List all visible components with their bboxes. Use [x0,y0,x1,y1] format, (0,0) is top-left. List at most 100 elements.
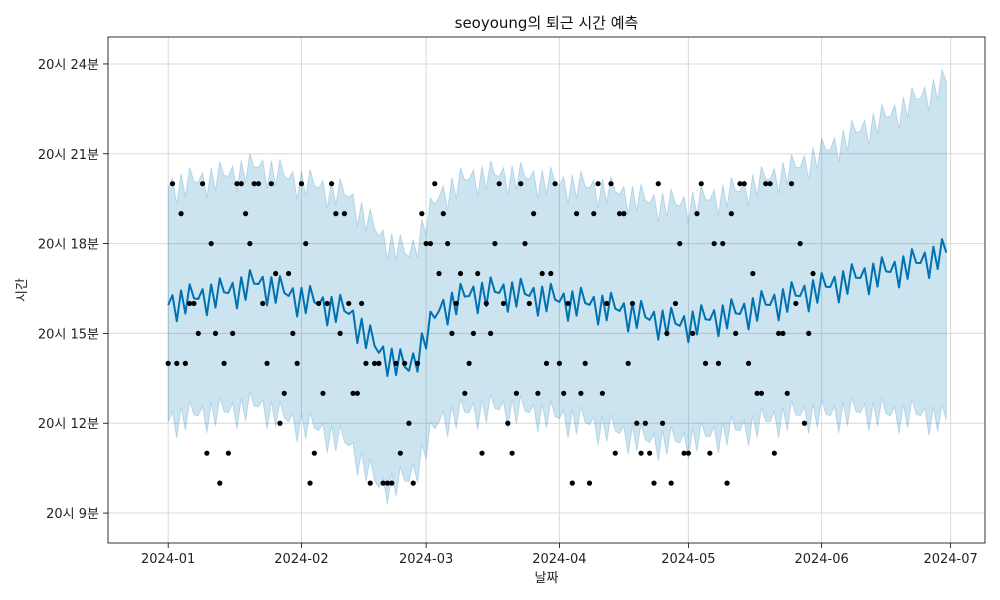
observed-point [298,181,305,187]
observed-point [629,300,636,307]
forecast-line [167,238,948,377]
observed-point [191,300,197,307]
observed-point [681,450,687,456]
observed-point [543,360,550,366]
observed-point [573,211,580,217]
observed-point [707,450,713,456]
observed-point [410,480,416,486]
observed-point [552,181,558,187]
observed-point [548,270,554,277]
observed-point [187,300,193,307]
observed-point [199,181,206,187]
observed-point [758,390,765,396]
observed-point [582,360,588,366]
observed-point [698,181,704,187]
observed-point [475,270,481,277]
observed-point [165,360,171,366]
y-tick-label: 20시 12분 [38,417,99,432]
observed-point [316,300,322,307]
observed-point [346,300,352,307]
observed-point [402,360,408,366]
observed-point [728,211,734,217]
observed-point [260,300,266,307]
confidence-interval-layer [167,69,947,504]
observed-point [604,300,610,307]
observed-point [376,360,382,366]
observed-point [453,300,459,307]
observed-point [715,360,722,366]
observed-point [324,300,330,307]
observed-point [221,360,227,366]
observed-point [599,390,605,396]
x-tick-label: 2024-03 [399,552,453,567]
observed-point [788,181,795,187]
observed-point [238,181,244,187]
observed-point [702,360,709,366]
observed-point [432,181,438,187]
observed-point [616,211,623,217]
observed-point [724,480,730,486]
observed-point [595,181,601,187]
observed-point [500,300,507,307]
observed-point [539,270,545,277]
x-tick-label: 2024-01 [141,552,195,567]
observed-point [311,450,317,456]
observed-point [169,181,176,187]
observed-point [488,330,494,337]
observed-point [711,240,717,247]
observed-point [427,240,434,247]
grid-layer [108,37,985,543]
observed-point [531,211,537,217]
y-axis-label: 시간 [15,278,30,302]
observed-point [389,480,395,486]
observed-point [380,480,386,486]
observed-point [685,450,691,456]
observed-point [212,330,219,337]
observed-point [518,181,524,187]
x-tick-layer: 2024-01 2024-02 2024-03 2024-04 2024-05 2024-… [141,543,978,567]
observed-point [647,450,653,456]
observed-point [273,270,279,277]
observed-point [492,240,498,247]
observed-point [509,450,515,456]
y-tick-label: 20시 9분 [46,507,99,522]
observed-point [526,300,532,307]
observed-point [625,360,631,366]
y-tick-label: 20시 18분 [38,238,99,253]
observed-point [268,181,274,187]
observed-point [638,450,644,456]
observed-point [733,330,739,337]
observed-point [591,211,597,217]
observed-point [505,420,511,426]
observed-point [320,390,326,396]
observed-point [664,330,670,337]
observed-point [363,360,369,366]
observed-point [466,360,472,366]
observed-point [470,330,477,337]
observed-point [440,211,446,217]
observed-point [784,390,790,396]
observed-points-layer [165,181,816,486]
observed-point [359,300,365,307]
observed-point [771,450,777,456]
observed-point [436,270,442,277]
x-tick-label: 2024-05 [661,552,715,567]
observed-point [780,330,786,337]
observed-point [672,300,679,307]
observed-point [565,300,571,307]
observed-point [586,480,593,486]
observed-point [204,450,210,456]
observed-point [621,211,627,217]
observed-point [561,390,567,396]
observed-point [371,360,378,366]
observed-point [479,450,485,456]
observed-point [251,181,257,187]
observed-point [668,480,674,486]
observed-point [642,420,648,426]
observed-point [423,240,429,247]
x-tick-label: 2024-07 [923,552,977,567]
observed-point [462,390,468,396]
y-tick-label: 20시 24분 [38,58,99,73]
